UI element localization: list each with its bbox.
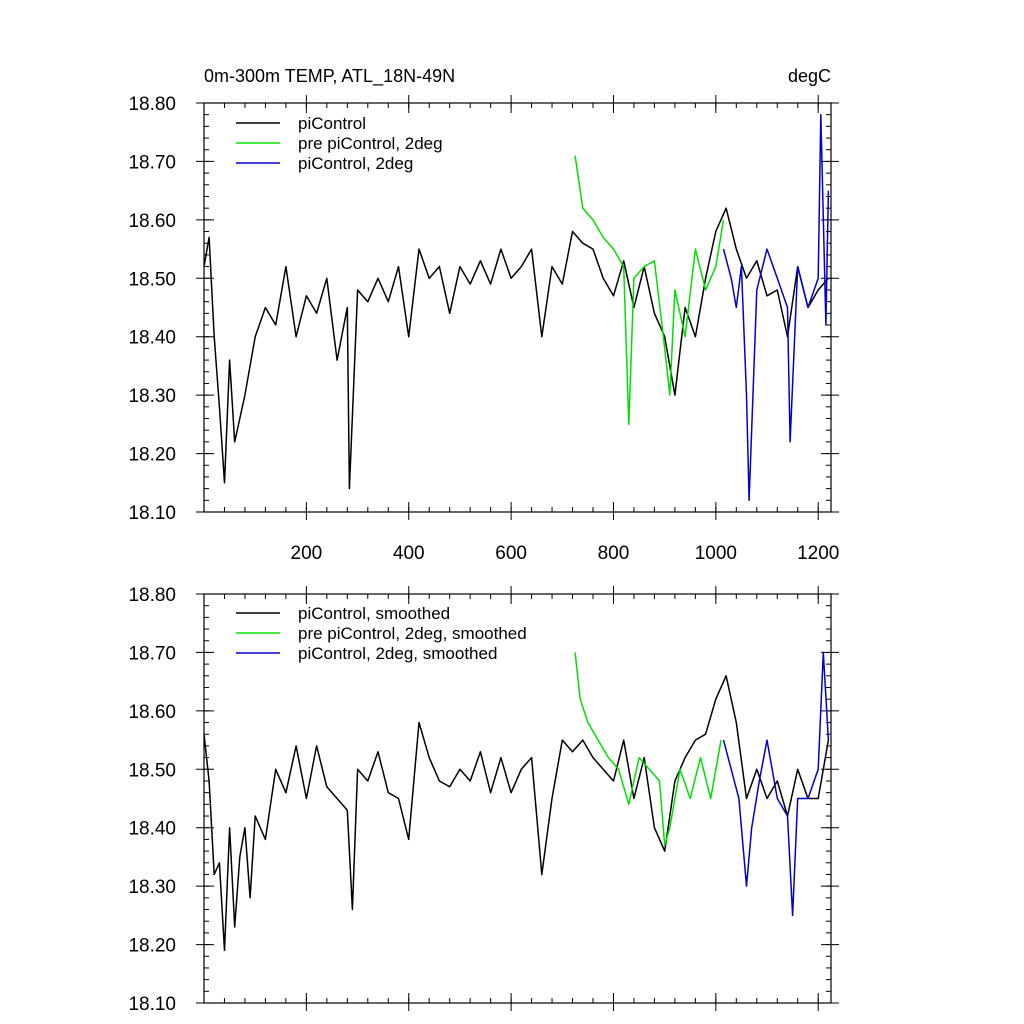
legend-entry: pre piControl, 2deg, smoothed [298, 624, 527, 643]
y-tick-label: 18.10 [128, 503, 176, 524]
y-tick-label: 18.20 [128, 445, 176, 466]
chart-title-left: 0m-300m TEMP, ATL_18N-49N [204, 66, 455, 87]
x-tick-label: 400 [393, 543, 425, 564]
chart-title-right-units: degC [788, 66, 831, 86]
y-tick-label: 18.30 [128, 386, 176, 407]
plot-frame [203, 102, 832, 513]
legend-entry: piControl, 2deg, smoothed [298, 644, 497, 663]
y-tick-label: 18.70 [128, 152, 176, 173]
legend-entry: piControl [298, 114, 366, 133]
y-tick-label: 18.80 [128, 585, 176, 606]
x-tick-label: 800 [598, 543, 630, 564]
x-tick-label: 600 [495, 543, 527, 564]
bottom-panel: 18.10 18.20 18.30 18.40 18.50 18.60 18.70 18.80… [128, 585, 839, 1015]
x-tick-label: 1000 [695, 543, 737, 564]
x-tick-label: 1200 [797, 543, 839, 564]
series-line-pre-picontrol-2deg [574, 155, 725, 426]
legend-entry: pre piControl, 2deg [298, 134, 443, 153]
series-line-pre-picontrol-2deg-smoothed [574, 652, 722, 846]
y-tick-label: 18.40 [128, 819, 176, 840]
legend-entry: piControl, smoothed [298, 604, 450, 623]
x-tick-label: 200 [291, 543, 323, 564]
y-tick-label: 18.80 [128, 94, 176, 115]
y-tick-label: 18.50 [128, 760, 176, 781]
top-panel: 18.10 18.20 18.30 18.40 18.50 18.60 18.70 18.80… [128, 66, 839, 564]
plot-frame [203, 593, 832, 1004]
y-tick-label: 18.70 [128, 643, 176, 664]
series-line-picontrol-2deg-smoothed [722, 651, 830, 917]
series-line-picontrol-smoothed [204, 675, 830, 952]
y-tick-label: 18.30 [128, 877, 176, 898]
y-tick-label: 18.60 [128, 702, 176, 723]
series-line-picontrol-2deg [722, 113, 830, 502]
y-tick-label: 18.50 [128, 269, 176, 290]
y-tick-label: 18.10 [128, 994, 176, 1015]
legend-entry: piControl, 2deg [298, 154, 413, 173]
y-tick-label: 18.40 [128, 328, 176, 349]
series-line-picontrol [204, 207, 829, 490]
y-tick-label: 18.60 [128, 211, 176, 232]
y-tick-label: 18.20 [128, 936, 176, 957]
